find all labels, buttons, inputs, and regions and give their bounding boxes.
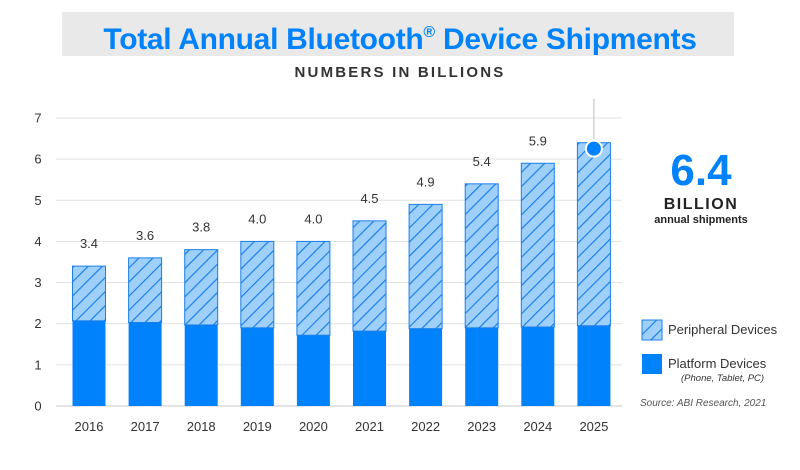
- callout-value: 6.4: [670, 146, 732, 195]
- highlight-dot: [584, 139, 603, 158]
- legend-platform-label: Platform Devices: [668, 356, 767, 371]
- registered-mark: ®: [423, 24, 435, 41]
- title-suffix: Device Shipments: [434, 23, 697, 56]
- callout-caption: annual shipments: [654, 214, 748, 226]
- bar-platform-2020: [296, 335, 330, 406]
- total-label-2022: 4.9: [417, 174, 435, 189]
- legend: [641, 319, 663, 374]
- y-tick-label: 2: [34, 316, 41, 331]
- chart-title: Total Annual Bluetooth® Device Shipments: [0, 12, 800, 61]
- x-tick-label: 2018: [187, 419, 216, 434]
- bar-peripheral-2017: [128, 257, 163, 323]
- bar-platform-2016: [72, 320, 106, 406]
- y-tick-label: 0: [34, 399, 41, 414]
- total-label-2020: 4.0: [304, 211, 322, 226]
- x-tick-label: 2024: [523, 419, 552, 434]
- x-tick-label: 2022: [411, 419, 440, 434]
- y-axis-ticks: 0 1 2 3 4 5 6 7: [34, 111, 41, 414]
- x-tick-label: 2021: [355, 419, 384, 434]
- x-tick-label: 2020: [299, 419, 328, 434]
- bar-platform-2021: [353, 331, 386, 406]
- bar-platform-2018: [184, 324, 218, 406]
- x-tick-label: 2025: [579, 419, 608, 434]
- bar-peripheral-2018: [184, 249, 219, 326]
- bar-peripheral-2024: [520, 162, 555, 328]
- total-label-2024: 5.9: [529, 133, 547, 148]
- x-tick-label: 2016: [75, 419, 104, 434]
- bar-peripheral-2019: [240, 240, 275, 329]
- bars: [72, 142, 611, 406]
- total-label-2021: 4.5: [360, 191, 378, 206]
- bar-peripheral-2023: [464, 183, 499, 329]
- callout-unit: BILLION: [663, 196, 739, 213]
- x-tick-label: 2023: [467, 419, 496, 434]
- bar-peripheral-2016: [72, 265, 106, 322]
- legend-peripheral-swatch: [641, 319, 663, 341]
- title-text: Total Annual Bluetooth: [103, 23, 424, 56]
- bar-platform-2022: [409, 328, 443, 406]
- bar-platform-2019: [240, 327, 274, 406]
- bar-peripheral-2025: [576, 142, 611, 327]
- bar-peripheral-2022: [408, 203, 443, 330]
- legend-platform-swatch: [642, 354, 662, 374]
- x-tick-label: 2017: [131, 419, 160, 434]
- total-label-2023: 5.4: [473, 154, 491, 169]
- bar-platform-2023: [465, 327, 499, 406]
- bar-peripheral-2021: [352, 220, 387, 332]
- y-tick-label: 3: [34, 275, 41, 290]
- y-tick-label: 1: [34, 357, 41, 372]
- y-tick-label: 6: [34, 152, 41, 167]
- total-label-2017: 3.6: [136, 228, 154, 243]
- bar-platform-2024: [521, 327, 555, 406]
- bar-platform-2025: [577, 325, 611, 406]
- total-label-2016: 3.4: [80, 236, 98, 251]
- bar-platform-2017: [128, 322, 162, 406]
- y-tick-label: 7: [34, 111, 41, 126]
- source-note: Source: ABI Research, 2021: [640, 398, 767, 409]
- chart-subtitle: NUMBERS IN BILLIONS: [294, 64, 506, 81]
- bar-peripheral-2020: [296, 240, 331, 336]
- total-labels: 3.4 3.6 3.8 4.0 4.0 4.5 4.9 5.4 5.9: [80, 133, 547, 251]
- legend-platform-note: (Phone, Tablet, PC): [681, 373, 765, 384]
- highlight-marker: [584, 98, 603, 158]
- title-background: [62, 12, 734, 56]
- y-tick-label: 4: [34, 234, 41, 249]
- y-tick-label: 5: [34, 193, 41, 208]
- legend-peripheral-label: Peripheral Devices: [668, 322, 778, 337]
- x-axis-ticks: 2016 2017 2018 2019 2020 2021 2022 2023 2024 2025: [75, 419, 609, 434]
- total-label-2018: 3.8: [192, 220, 210, 235]
- x-tick-label: 2019: [243, 419, 272, 434]
- total-label-2019: 4.0: [248, 211, 266, 226]
